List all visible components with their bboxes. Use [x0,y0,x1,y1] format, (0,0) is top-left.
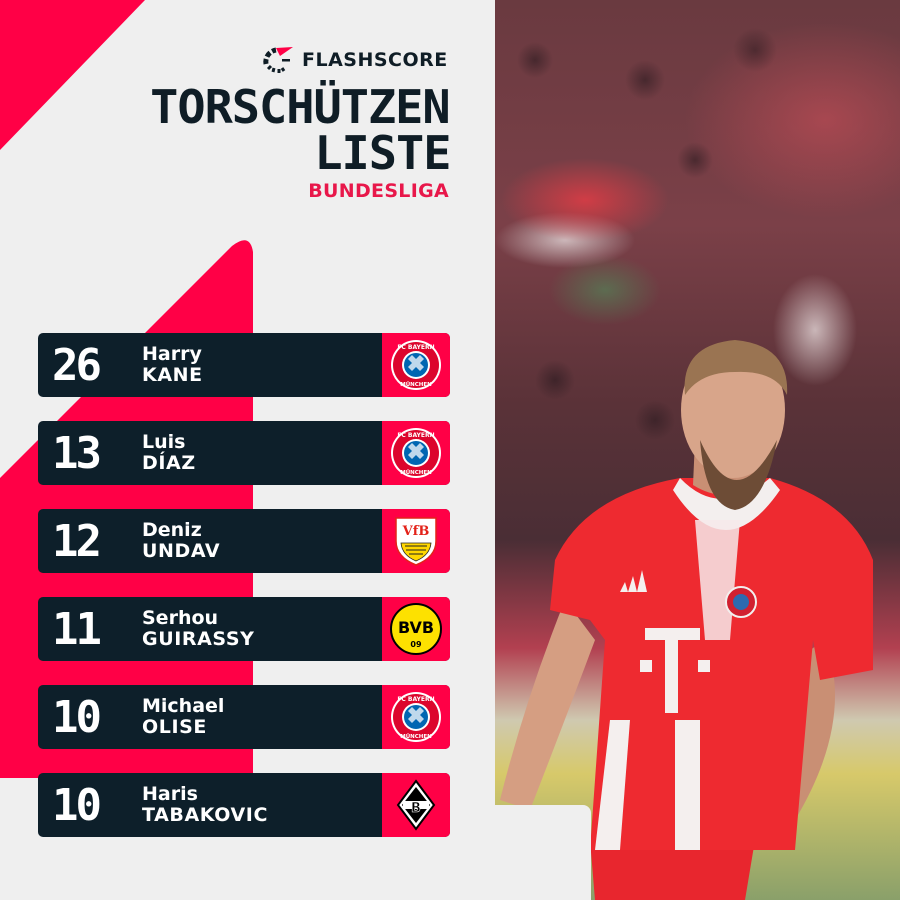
player-last-name: GUIRASSY [142,628,255,650]
svg-text:MÜNCHEN: MÜNCHEN [400,381,432,388]
svg-text:FC BAYERN: FC BAYERN [397,432,434,439]
page-title-line1: TORSCHÜTZEN [150,80,451,134]
player-last-name: DÍAZ [142,452,196,474]
player-name: Serhou GUIRASSY [142,608,255,650]
goals-count: 10 [52,779,102,831]
player-first-name: Michael [142,695,225,717]
goals-count: 13 [52,427,102,479]
player-figure [500,340,873,900]
scorer-row: 10 Michael OLISE FC BAYERN MÜNCHEN [38,685,450,749]
player-last-name: TABAKOVIC [142,804,269,826]
player-first-name: Luis [142,431,186,453]
league-subtitle: BUNDESLIGA [308,180,449,202]
fc-bayern-crest-icon: FC BAYERN MÜNCHEN [391,428,441,478]
page-title-line2: LISTE [313,126,451,180]
flashscore-logo-icon [263,47,293,73]
svg-text:VfB: VfB [402,524,430,539]
player-first-name: Haris [142,783,198,805]
player-name: Deniz UNDAV [142,520,220,562]
player-last-name: KANE [142,364,203,386]
svg-text:B: B [411,801,421,816]
player-photo [495,0,900,900]
top-scorers-list: 26 Harry KANE FC BAYERN MÜNCHEN 13 Luis … [38,333,450,861]
bvb-crest-icon: BVB 09 [390,603,442,655]
player-first-name: Serhou [142,607,219,629]
club-crest-box: VfB [382,509,450,573]
scorer-row: 13 Luis DÍAZ FC BAYERN MÜNCHEN [38,421,450,485]
player-name: Michael OLISE [142,696,224,738]
bottom-panel-decoration [495,805,591,900]
goals-count: 26 [52,339,102,391]
club-crest-box: FC BAYERN MÜNCHEN [382,421,450,485]
scorer-row: 11 Serhou GUIRASSY BVB 09 [38,597,450,661]
gladbach-crest-icon: B [396,779,436,831]
goals-count: 10 [52,691,102,743]
flashscore-logo-text: FLASHSCORE [302,49,448,71]
fc-bayern-crest-icon: FC BAYERN MÜNCHEN [391,340,441,390]
goals-count: 11 [52,603,102,655]
scorer-row: 26 Harry KANE FC BAYERN MÜNCHEN [38,333,450,397]
vfb-stuttgart-crest-icon: VfB [395,517,437,566]
svg-text:MÜNCHEN: MÜNCHEN [400,733,432,740]
player-name: Luis DÍAZ [142,432,196,474]
player-last-name: UNDAV [142,540,221,562]
goals-count: 12 [52,515,102,567]
player-name: Haris TABAKOVIC [142,784,268,826]
decorative-red-triangle-top [0,0,145,150]
svg-text:09: 09 [410,640,422,649]
scorer-row: 10 Haris TABAKOVIC B [38,773,450,837]
player-first-name: Harry [142,343,202,365]
svg-text:FC BAYERN: FC BAYERN [397,696,434,703]
fc-bayern-crest-icon: FC BAYERN MÜNCHEN [391,692,441,742]
svg-text:BVB: BVB [398,618,434,637]
player-name: Harry KANE [142,344,203,386]
club-crest-box: BVB 09 [382,597,450,661]
club-crest-box: FC BAYERN MÜNCHEN [382,685,450,749]
flashscore-logo: FLASHSCORE [260,42,455,78]
svg-text:FC BAYERN: FC BAYERN [397,344,434,351]
scorer-row: 12 Deniz UNDAV VfB [38,509,450,573]
svg-text:MÜNCHEN: MÜNCHEN [400,469,432,476]
club-crest-box: FC BAYERN MÜNCHEN [382,333,450,397]
club-crest-box: B [382,773,450,837]
player-last-name: OLISE [142,716,207,738]
player-first-name: Deniz [142,519,202,541]
